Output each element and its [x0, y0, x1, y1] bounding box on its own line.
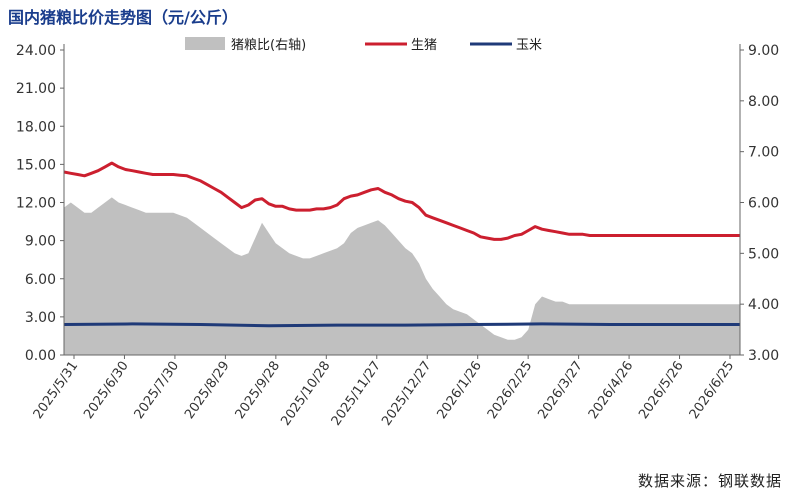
y-right-tick-label: 3.00 [748, 348, 779, 364]
x-tick-label: 2025/11/27 [329, 359, 384, 429]
x-tick-label: 2026/1/26 [434, 359, 485, 422]
data-source: 数据来源：钢联数据 [637, 472, 782, 490]
legend-label: 玉米 [516, 38, 542, 53]
y-right-tick-label: 5.00 [748, 246, 779, 262]
y-right-tick-label: 4.00 [748, 297, 779, 313]
x-tick-label: 2025/8/29 [182, 359, 233, 422]
legend-label: 生猪 [411, 38, 437, 53]
x-tick-label: 2025/6/30 [81, 359, 132, 422]
y-left-tick-label: 18.00 [16, 119, 56, 135]
legend: 猪粮比(右轴) 生猪 玉米 [185, 37, 542, 53]
x-tick-label: 2026/2/25 [485, 359, 536, 422]
x-tick-label: 2026/3/27 [535, 359, 586, 422]
y-left-tick-label: 24.00 [16, 43, 56, 59]
x-tick-label: 2025/5/31 [31, 359, 82, 422]
x-tick-label: 2025/9/28 [233, 359, 284, 422]
line-layer [63, 161, 740, 328]
x-tick-label: 2026/6/25 [687, 359, 738, 422]
y-left-tick-label: 6.00 [25, 272, 56, 288]
area-layer [64, 197, 740, 355]
series-area-0 [64, 197, 740, 355]
y-left-tick-label: 12.00 [16, 196, 56, 212]
y-left-tick-label: 21.00 [16, 81, 56, 97]
x-tick-label: 2025/7/30 [132, 359, 183, 422]
y-right-tick-label: 9.00 [748, 43, 779, 59]
y-left-tick-label: 0.00 [25, 348, 56, 364]
x-tick-label: 2025/12/27 [379, 359, 434, 429]
y-left-tick-label: 3.00 [25, 310, 56, 326]
y-right-tick-label: 6.00 [748, 196, 779, 212]
x-tick-label: 2026/5/26 [636, 359, 687, 422]
series-line-2 [63, 322, 740, 328]
y-right-tick-label: 8.00 [748, 94, 779, 110]
y-left-tick-label: 9.00 [25, 234, 56, 250]
legend-swatch [185, 37, 225, 50]
y-left-tick-label: 15.00 [16, 157, 56, 173]
chart-title: 国内猪粮比价走势图（元/公斤） [8, 8, 238, 27]
x-tick-label: 2025/10/28 [278, 359, 333, 429]
legend-label: 猪粮比(右轴) [231, 38, 306, 53]
x-tick-label: 2026/4/26 [586, 359, 637, 422]
series-line-1 [63, 161, 740, 241]
y-right-tick-label: 7.00 [748, 145, 779, 161]
